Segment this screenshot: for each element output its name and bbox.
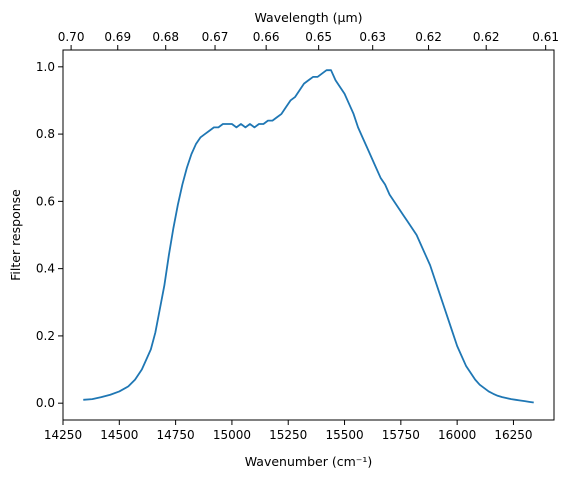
x-tick-label: 15000 bbox=[213, 428, 251, 442]
bottom-x-ticks: 14250 14500 14750 15000 15250 15500 15750 16000… bbox=[44, 420, 533, 442]
top-x-ticks: 0.70 0.69 0.68 0.67 0.66 0.65 0.63 0.62 0.62 0.61 bbox=[58, 30, 559, 50]
top-tick-label: 0.66 bbox=[253, 30, 280, 44]
x-tick-label: 14500 bbox=[100, 428, 138, 442]
x-tick-label: 16250 bbox=[494, 428, 532, 442]
y-tick-label: 0.6 bbox=[36, 194, 55, 208]
top-x-axis-label: Wavelength (μm) bbox=[254, 10, 362, 25]
y-tick-label: 0.0 bbox=[36, 396, 55, 410]
left-y-ticks: 0.0 0.2 0.4 0.6 0.8 1.0 bbox=[36, 60, 63, 410]
plot-area bbox=[62, 49, 555, 421]
y-axis-label: Filter response bbox=[8, 189, 23, 281]
top-tick-label: 0.70 bbox=[58, 30, 85, 44]
x-tick-label: 15250 bbox=[269, 428, 307, 442]
y-tick-label: 0.2 bbox=[36, 329, 55, 343]
x-tick-label: 14250 bbox=[44, 428, 82, 442]
top-tick-label: 0.67 bbox=[202, 30, 229, 44]
top-tick-label: 0.69 bbox=[104, 30, 131, 44]
x-axis-label: Wavenumber (cm⁻¹) bbox=[245, 454, 372, 469]
y-tick-label: 0.8 bbox=[36, 127, 55, 141]
x-tick-label: 15500 bbox=[325, 428, 363, 442]
x-tick-label: 15750 bbox=[382, 428, 420, 442]
y-tick-label: 1.0 bbox=[36, 60, 55, 74]
x-tick-label: 14750 bbox=[157, 428, 195, 442]
top-tick-label: 0.61 bbox=[532, 30, 559, 44]
top-tick-label: 0.68 bbox=[152, 30, 179, 44]
filter-response-line bbox=[83, 69, 534, 404]
x-tick-label: 16000 bbox=[438, 428, 476, 442]
top-tick-label: 0.62 bbox=[415, 30, 442, 44]
series-lines bbox=[83, 69, 534, 404]
top-tick-label: 0.62 bbox=[473, 30, 500, 44]
y-tick-label: 0.4 bbox=[36, 262, 55, 276]
top-tick-label: 0.63 bbox=[359, 30, 386, 44]
top-tick-label: 0.65 bbox=[305, 30, 332, 44]
